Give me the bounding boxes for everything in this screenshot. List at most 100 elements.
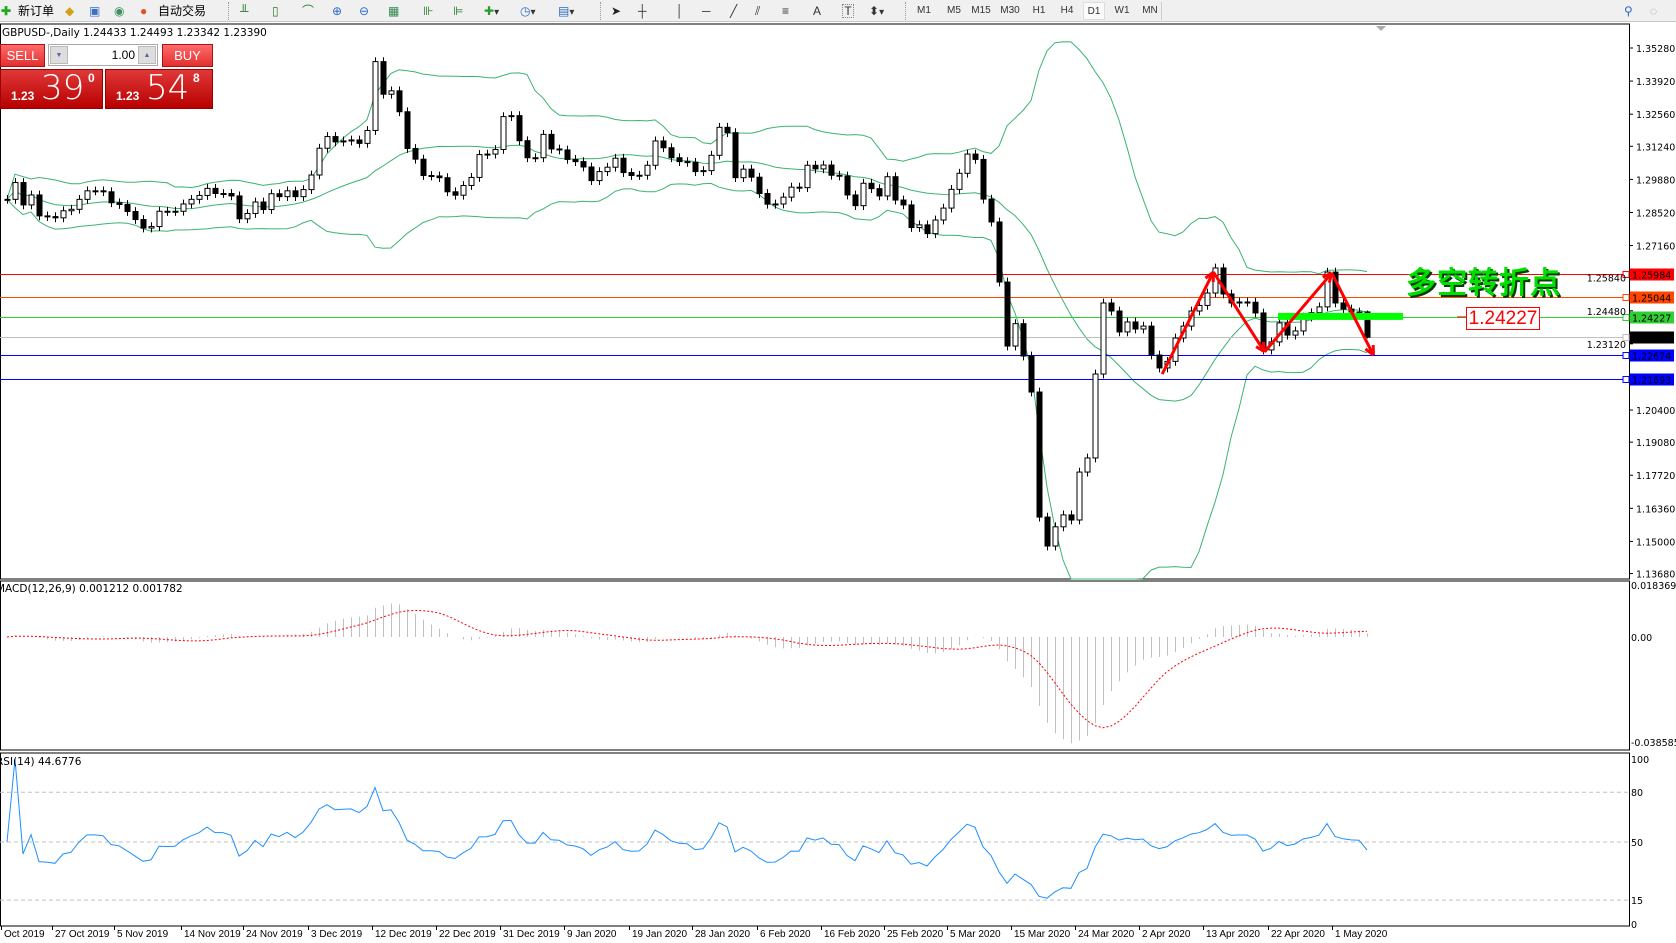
new-order-icon[interactable]: ✚: [1, 4, 12, 18]
arrows-icon[interactable]: ⬍▾: [869, 4, 885, 18]
candle: [108, 187, 115, 208]
price-axis-label: 1.13680: [1636, 570, 1675, 581]
buy-price-button[interactable]: 1.23 54 8: [105, 68, 213, 109]
auto-trading-button[interactable]: 自动交易: [158, 4, 207, 18]
timeframe-h1[interactable]: H1: [1032, 5, 1046, 16]
candle-body: [900, 199, 907, 206]
zigzag-arrow: [1263, 272, 1333, 353]
time-tick: [52, 926, 53, 930]
candle: [1108, 298, 1115, 316]
candle: [132, 207, 139, 224]
candle: [468, 173, 475, 190]
candle-body: [1148, 325, 1155, 356]
indicators-icon[interactable]: ✚▾: [484, 4, 500, 18]
new-order-button[interactable]: 新订单: [18, 4, 55, 18]
candle-body: [668, 147, 675, 159]
zoom-out-icon[interactable]: ⊖: [359, 4, 370, 18]
lot-increase-button[interactable]: ▲: [138, 46, 156, 64]
candle: [1044, 512, 1051, 551]
buy-button[interactable]: BUY: [162, 44, 213, 67]
trendline-icon[interactable]: ╱: [730, 4, 738, 18]
periods-icon[interactable]: ◷▾: [520, 4, 536, 18]
candle: [348, 135, 355, 146]
candle: [404, 107, 411, 153]
text-tool-icon[interactable]: A: [813, 4, 822, 18]
candlestick-chart-icon[interactable]: ▯: [272, 4, 279, 18]
autoscroll-icon[interactable]: ⊫: [453, 4, 464, 18]
timeframe-m15[interactable]: M15: [971, 5, 991, 16]
candle: [764, 189, 771, 209]
timeframe-mn[interactable]: MN: [1142, 5, 1158, 16]
candle: [652, 136, 659, 170]
candle-body: [452, 191, 459, 196]
fibonacci-fan-icon[interactable]: ≡: [782, 4, 790, 18]
timeframe-m5[interactable]: M5: [947, 5, 961, 16]
sell-button[interactable]: SELL: [0, 44, 45, 67]
candle: [1236, 297, 1243, 308]
horizontal-line-icon[interactable]: ─: [702, 4, 711, 18]
candle-body: [548, 133, 555, 150]
candle: [892, 172, 899, 205]
tile-windows-icon[interactable]: ▦: [388, 4, 400, 18]
time-axis-label: 31 Dec 2019: [503, 929, 560, 940]
candle-body: [292, 190, 299, 198]
lot-size-input[interactable]: ▼ 1.00 ▲: [48, 44, 158, 66]
time-axis-label: 24 Nov 2019: [246, 929, 303, 940]
timeframe-w1[interactable]: W1: [1114, 5, 1130, 16]
bar-chart-icon[interactable]: ╨: [240, 4, 249, 18]
candle: [1132, 317, 1139, 334]
navigator-icon[interactable]: ▣: [89, 4, 101, 18]
level-price-label: 1.25984: [1632, 271, 1671, 282]
candle: [516, 111, 523, 146]
candle-body: [364, 129, 371, 144]
search-icon[interactable]: ⚲: [1624, 4, 1633, 18]
templates-icon[interactable]: ▤▾: [558, 4, 575, 18]
cursor-icon[interactable]: ➤: [611, 4, 622, 18]
chat-icon[interactable]: ◌: [1650, 4, 1658, 18]
zoom-in-icon[interactable]: ⊕: [332, 4, 343, 18]
time-axis-label: 25 Feb 2020: [887, 929, 944, 940]
candle: [1100, 298, 1107, 379]
time-axis-label: 9 Jan 2020: [567, 929, 617, 940]
zigzag-arrow: [1212, 271, 1266, 353]
label-tool-icon[interactable]: T: [842, 4, 854, 18]
candle-body: [308, 174, 315, 191]
lot-size-value[interactable]: 1.00: [111, 48, 135, 62]
candle-body: [1204, 292, 1211, 306]
candle: [948, 184, 955, 213]
candle: [852, 190, 859, 211]
candle: [1156, 350, 1163, 373]
candle-body: [388, 90, 395, 95]
candle: [356, 135, 363, 148]
candle-body: [1092, 373, 1099, 459]
vertical-line-icon[interactable]: │: [676, 4, 684, 18]
candle-body: [948, 188, 955, 209]
chart-shift-icon[interactable]: ⊪: [423, 4, 434, 18]
crosshair-icon[interactable]: ┼: [638, 4, 647, 18]
candle-body: [420, 158, 427, 176]
candle-body: [28, 194, 35, 206]
sell-price-button[interactable]: 1.23 39 0: [0, 68, 103, 109]
rsi-axis-label: 50: [1631, 838, 1643, 849]
signals-icon[interactable]: ◉: [114, 4, 125, 18]
candle: [580, 157, 587, 172]
candle: [868, 178, 875, 194]
candle: [428, 171, 435, 181]
fibonacci-icon[interactable]: ⫽: [755, 4, 761, 18]
candle: [116, 198, 123, 209]
lot-decrease-button[interactable]: ▼: [50, 46, 68, 64]
candle-body: [876, 188, 883, 197]
candle-body: [564, 149, 571, 160]
one-click-trading-panel: SELL ▼ 1.00 ▲ BUY 1.23 39 0 1.23 54 8: [0, 44, 213, 109]
line-chart-icon[interactable]: ⌒: [302, 4, 315, 18]
timeframe-m1[interactable]: M1: [917, 5, 931, 16]
candle-body: [620, 157, 627, 174]
timeframe-m30[interactable]: M30: [1000, 5, 1020, 16]
price-axis-label: 1.31240: [1636, 142, 1675, 153]
candle: [956, 168, 963, 194]
timeframe-d1[interactable]: D1: [1083, 2, 1105, 20]
auto-trading-icon[interactable]: ●: [140, 4, 148, 18]
market-watch-icon[interactable]: ◆: [65, 4, 75, 18]
timeframe-h4[interactable]: H4: [1060, 5, 1074, 16]
